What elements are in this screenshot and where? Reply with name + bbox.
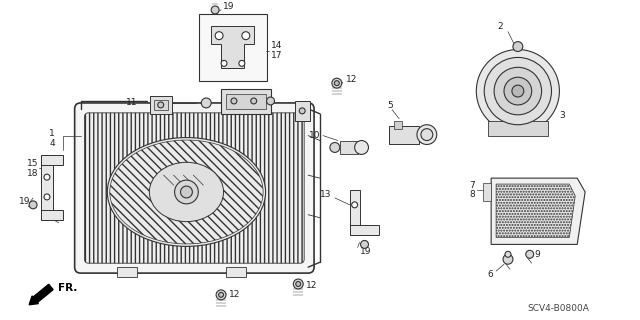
Text: 4: 4 [49,139,55,148]
Circle shape [512,85,524,97]
Circle shape [334,81,339,86]
Bar [394,121,402,129]
Circle shape [211,6,219,14]
Circle shape [267,97,275,105]
FancyBboxPatch shape [75,103,314,273]
FancyBboxPatch shape [84,113,304,263]
Circle shape [360,240,369,248]
Text: 2: 2 [497,22,503,31]
Circle shape [157,102,164,108]
Circle shape [332,78,342,88]
Bar [221,89,271,114]
Text: 8: 8 [470,190,476,199]
Circle shape [417,125,436,145]
Text: 3: 3 [559,111,565,120]
Text: 15: 15 [27,159,38,168]
Text: 14: 14 [271,41,282,50]
Circle shape [476,50,559,132]
Bar [154,100,168,110]
Circle shape [29,201,37,209]
Text: 12: 12 [346,75,357,84]
Polygon shape [211,26,253,68]
Circle shape [239,60,245,66]
Text: 5: 5 [387,101,393,110]
Bar [483,183,491,201]
Circle shape [355,140,369,154]
Text: 12: 12 [229,290,241,300]
Circle shape [330,142,340,152]
Bar [117,267,137,277]
Bar [41,210,63,220]
Text: FR.: FR. [58,283,77,293]
Circle shape [503,254,513,264]
Circle shape [251,98,257,104]
Circle shape [175,180,198,204]
Text: 6: 6 [488,269,493,279]
Circle shape [180,186,193,198]
Circle shape [242,32,250,40]
Circle shape [202,98,211,108]
Circle shape [219,292,223,297]
Bar [349,225,380,235]
Circle shape [513,42,523,52]
Circle shape [221,60,227,66]
Text: 9: 9 [534,250,540,259]
Bar [488,121,548,136]
Bar [41,156,53,220]
Circle shape [351,202,358,208]
Bar [295,101,310,121]
FancyArrow shape [29,284,53,305]
Circle shape [505,251,511,257]
Circle shape [494,67,541,115]
Circle shape [296,282,301,286]
Text: 19: 19 [19,197,31,206]
Text: 11: 11 [125,99,137,108]
Ellipse shape [110,140,263,244]
Text: 1: 1 [49,129,55,138]
Circle shape [421,129,433,140]
Text: 19: 19 [223,3,234,12]
Polygon shape [491,178,585,244]
Text: 17: 17 [271,51,282,60]
Circle shape [526,250,534,258]
Circle shape [504,77,532,105]
Circle shape [300,108,305,114]
Bar [226,267,246,277]
Polygon shape [496,184,575,237]
Ellipse shape [149,162,223,222]
Text: 18: 18 [27,169,38,178]
Bar [150,96,172,114]
Circle shape [484,57,552,125]
Bar [41,156,63,165]
Circle shape [231,98,237,104]
Text: 19: 19 [360,247,371,256]
Bar [349,190,360,235]
Text: 10: 10 [308,131,320,140]
Circle shape [44,194,50,200]
Bar [226,94,266,109]
Text: SCV4-B0800A: SCV4-B0800A [528,304,589,313]
Bar [340,140,358,154]
Bar [389,126,419,143]
Bar [199,14,267,81]
Text: 12: 12 [306,282,317,291]
Circle shape [44,174,50,180]
Circle shape [216,290,226,300]
Text: 7: 7 [470,180,476,189]
Circle shape [215,32,223,40]
Ellipse shape [108,138,266,246]
Text: 13: 13 [321,190,332,199]
Circle shape [293,279,303,289]
